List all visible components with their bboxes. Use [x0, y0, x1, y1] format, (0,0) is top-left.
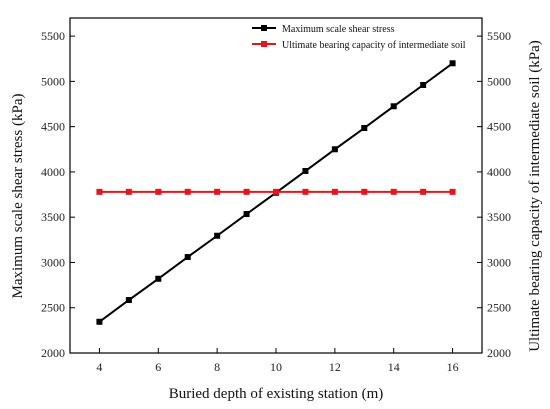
left-tick-label: 5000 [41, 74, 65, 88]
x-tick-label: 10 [270, 360, 282, 374]
legend-label-bearing: Ultimate bearing capacity of intermediat… [282, 40, 466, 51]
x-tick-label: 6 [155, 360, 161, 374]
x-axis-title: Buried depth of existing station (m) [169, 386, 384, 402]
right-tick-label: 5000 [487, 74, 511, 88]
data-point [125, 188, 132, 195]
right-axis: 2000 2500 3000 3500 4000 4500 5000 5500 [477, 29, 511, 360]
left-tick-label: 2500 [41, 301, 65, 315]
left-tick-label: 5500 [41, 29, 65, 43]
left-tick-label: 3500 [41, 210, 65, 224]
right-tick-label: 3500 [487, 210, 511, 224]
data-point [302, 168, 309, 175]
right-tick-label: 2500 [487, 301, 511, 315]
series-bearing-capacity [96, 188, 456, 195]
data-point [184, 254, 191, 261]
data-point [361, 125, 368, 132]
data-point [302, 188, 309, 195]
x-tick-label: 14 [388, 360, 400, 374]
right-tick-label: 2000 [487, 346, 511, 360]
data-point [214, 188, 221, 195]
left-tick-label: 2000 [41, 346, 65, 360]
left-tick-label: 3000 [41, 255, 65, 269]
legend: Maximum scale shear stress Ultimate bear… [252, 24, 466, 51]
legend-marker-bearing [261, 41, 267, 47]
data-point [155, 275, 162, 282]
data-point [214, 232, 221, 239]
data-point [125, 297, 132, 304]
left-tick-label: 4000 [41, 165, 65, 179]
data-point [155, 188, 162, 195]
data-point [96, 318, 103, 325]
data-point [390, 103, 397, 110]
data-point [420, 188, 427, 195]
data-point [420, 82, 427, 88]
data-point [390, 188, 397, 195]
x-tick-label: 4 [96, 360, 102, 374]
left-axis: 2000 2500 3000 3500 4000 4500 5000 5500 [41, 29, 75, 360]
data-point [243, 188, 250, 195]
data-point [273, 188, 279, 195]
legend-marker-shear [261, 25, 267, 31]
data-point [331, 188, 338, 195]
data-point [96, 188, 103, 195]
right-axis-title: Ultimate bearing capacity of intermediat… [527, 40, 543, 352]
series-layer [96, 60, 456, 325]
left-tick-label: 4500 [41, 120, 65, 134]
x-tick-label: 16 [447, 360, 459, 374]
right-tick-label: 4500 [487, 120, 511, 134]
data-point [449, 188, 456, 195]
left-axis-title: Maximum scale shear stress (kPa) [10, 94, 26, 299]
data-point [331, 146, 338, 153]
right-tick-label: 4000 [487, 165, 511, 179]
right-tick-label: 5500 [487, 29, 511, 43]
data-point [243, 211, 250, 218]
right-tick-label: 3000 [487, 255, 511, 269]
legend-label-shear: Maximum scale shear stress [282, 24, 395, 35]
data-point [449, 60, 456, 67]
x-axis: 4 6 8 10 12 14 16 [96, 348, 459, 374]
x-tick-label: 8 [214, 360, 220, 374]
data-point [184, 188, 191, 195]
x-tick-label: 12 [329, 360, 341, 374]
data-point [361, 188, 368, 195]
